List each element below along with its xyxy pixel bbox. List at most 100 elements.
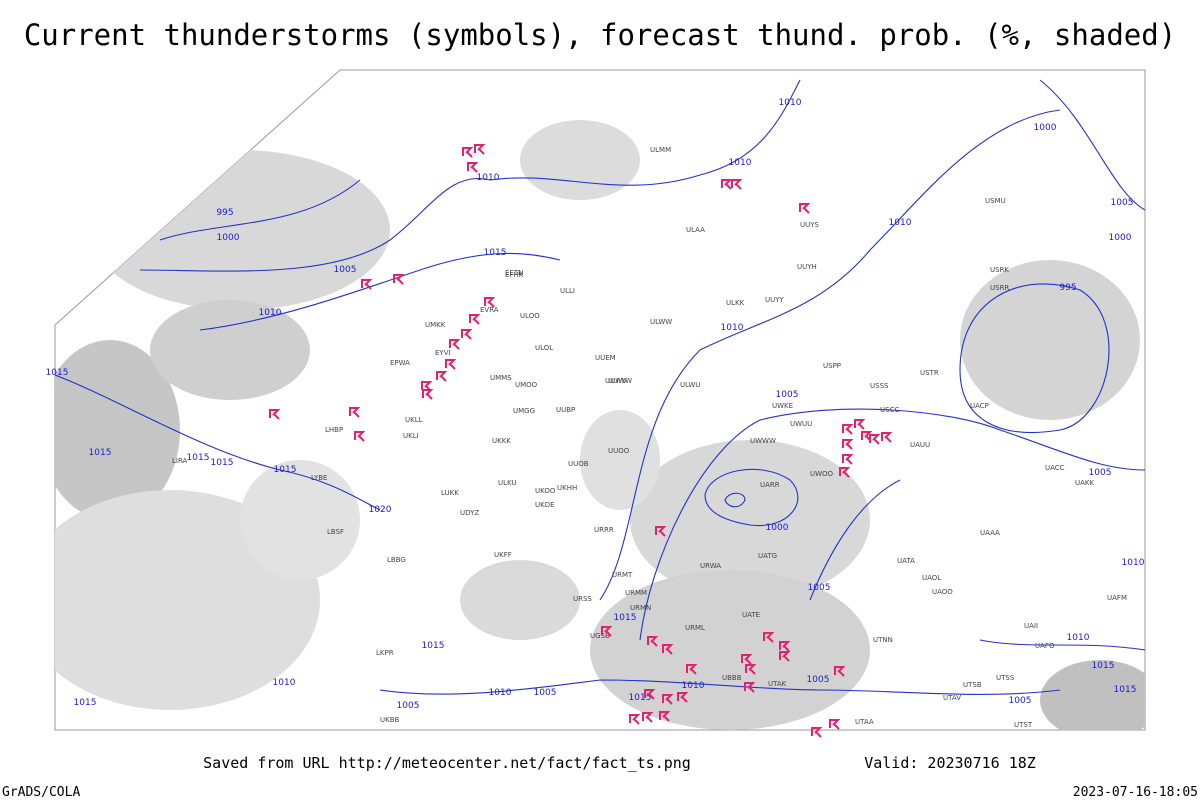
thunderstorm-symbol xyxy=(421,381,433,392)
station-label: UUBP xyxy=(556,406,575,414)
thunderstorm-symbol xyxy=(741,654,753,665)
thunderstorm-symbol xyxy=(842,454,854,465)
station-label: UWOO xyxy=(810,470,834,478)
thunderstorm-symbol xyxy=(484,297,496,308)
station-label: UAOO xyxy=(932,588,953,596)
station-label: UUWV xyxy=(605,377,627,385)
thunderstorm-symbol xyxy=(829,719,841,730)
isobar-label: 1010 xyxy=(729,158,752,168)
thunderstorm-symbol xyxy=(469,314,481,325)
thunderstorm-symbol xyxy=(393,274,405,285)
station-label: UWUU xyxy=(790,420,812,428)
station-label: UARR xyxy=(760,481,780,489)
station-label: UKHH xyxy=(557,484,577,492)
isobar-label: 1015 xyxy=(484,248,507,258)
thunderstorm-symbol xyxy=(445,359,457,370)
thunderstorm-symbol xyxy=(881,432,893,443)
isobar-label: 1015 xyxy=(211,458,234,468)
thunderstorm-symbol xyxy=(642,712,654,723)
station-label: UMGG xyxy=(513,407,535,415)
thunderstorm-symbol xyxy=(361,279,373,290)
isobar-label: 1015 xyxy=(629,693,652,703)
thunderstorm-symbol xyxy=(647,636,659,647)
thunderstorm-symbol xyxy=(422,389,434,400)
thunderstorm-symbol xyxy=(644,689,656,700)
isobar-label: 1000 xyxy=(1034,123,1057,133)
station-label: UDYZ xyxy=(460,509,479,517)
station-label: UTAK xyxy=(768,680,787,688)
isobar-label: 1010 xyxy=(1067,633,1090,643)
station-label: ULOL xyxy=(535,344,553,352)
isobar-label: 1005 xyxy=(1089,468,1112,478)
station-label: UKOO xyxy=(535,487,556,495)
station-label: UMOO xyxy=(515,381,538,389)
thunderstorm-symbol xyxy=(601,626,613,637)
isobar-label: 1010 xyxy=(779,98,802,108)
isobar-label: 1010 xyxy=(259,308,282,318)
thunderstorm-symbol xyxy=(861,431,873,442)
thunderstorm-symbol xyxy=(869,434,881,445)
isobar-label: 1010 xyxy=(1122,558,1145,568)
station-label: USRR xyxy=(990,284,1009,292)
thunderstorm-symbol xyxy=(677,692,689,703)
thunderstorm-symbol xyxy=(686,664,698,675)
isobar-label: 1010 xyxy=(273,678,296,688)
thunderstorm-symbol xyxy=(461,329,473,340)
station-label: LBBG xyxy=(387,556,406,564)
isobar-label: 1005 xyxy=(1111,198,1134,208)
station-label: UTST xyxy=(1014,721,1033,729)
timestamp: 2023-07-16-18:05 xyxy=(1073,785,1198,800)
thunderstorm-symbol xyxy=(269,409,281,420)
station-label: UUWW xyxy=(608,377,632,385)
station-label: EFHK xyxy=(505,271,524,279)
station-label: LBSF xyxy=(327,528,344,536)
thunderstorm-symbol xyxy=(349,407,361,418)
isobar-label: 1015 xyxy=(46,368,69,378)
isobar-label: 1000 xyxy=(766,523,789,533)
isobar-label: 1015 xyxy=(614,613,637,623)
saved-url: Saved from URL http://meteocenter.net/fa… xyxy=(203,754,691,772)
isobars xyxy=(55,79,1145,695)
thunderstorm-symbol xyxy=(462,147,474,158)
station-label: ULWW xyxy=(650,318,672,326)
station-label: URML xyxy=(685,624,705,632)
isobar-label: 1010 xyxy=(477,173,500,183)
station-label: UTAA xyxy=(855,718,874,726)
isobar-label: 1005 xyxy=(534,688,557,698)
isobar-label: 1005 xyxy=(397,701,420,711)
station-label: ULKU xyxy=(498,479,517,487)
thunderstorm-symbol xyxy=(436,371,448,382)
station-label: UAFM xyxy=(1107,594,1127,602)
isobar-label: 1005 xyxy=(808,583,831,593)
isobar-label: 1015 xyxy=(1092,661,1115,671)
thunderstorm-symbol xyxy=(655,526,667,537)
station-label: UKFF xyxy=(494,551,512,559)
station-label: EYVI xyxy=(435,349,451,357)
station-label: UAUU xyxy=(910,441,930,449)
station-label: UAAA xyxy=(980,529,1000,537)
station-label: ULWU xyxy=(680,381,700,389)
isobar-label: 1015 xyxy=(89,448,112,458)
station-label: EVRA xyxy=(480,306,499,314)
thunderstorm-symbol xyxy=(449,339,461,350)
station-label: UWKE xyxy=(772,402,793,410)
isobar-label: 1015 xyxy=(74,698,97,708)
station-label: UKKK xyxy=(492,437,511,445)
station-label: URMM xyxy=(625,589,647,597)
station-label: USTR xyxy=(920,369,939,377)
thunderstorm-symbol xyxy=(779,651,791,662)
station-label: UAOL xyxy=(922,574,941,582)
thunderstorm-symbol xyxy=(834,666,846,677)
thunderstorm-symbol xyxy=(474,144,486,155)
isobar-label: 1005 xyxy=(1009,696,1032,706)
station-label: LHBP xyxy=(325,426,343,434)
isobar-label: 1015 xyxy=(1114,685,1137,695)
station-label: UTSS xyxy=(996,674,1015,682)
station-label: LUKK xyxy=(441,489,459,497)
station-label: UAKK xyxy=(1075,479,1095,487)
station-label: UUYY xyxy=(765,296,785,304)
station-label: UTNN xyxy=(873,636,893,644)
station-label: ULKK xyxy=(726,299,745,307)
station-label: UMMS xyxy=(490,374,512,382)
